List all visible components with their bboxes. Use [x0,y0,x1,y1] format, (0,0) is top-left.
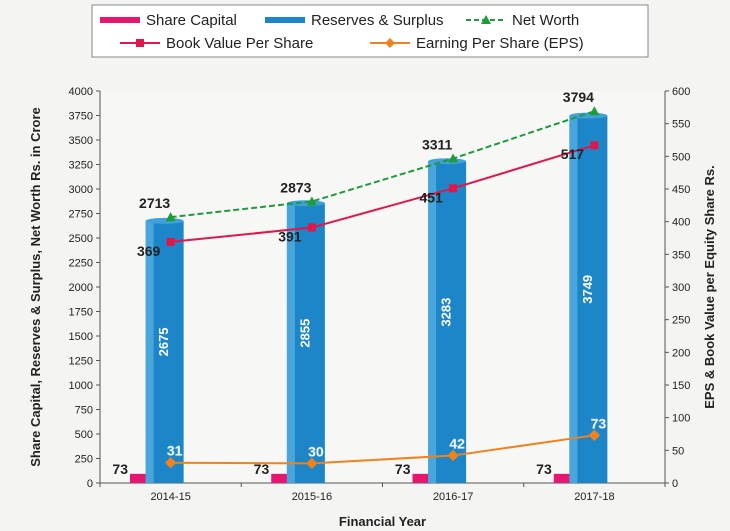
left-tick-label: 3250 [69,160,93,172]
right-tick-label: 300 [672,282,690,294]
reserves-bar-highlight [145,220,154,483]
eps-label: 30 [308,443,324,459]
reserves-label: 3283 [439,298,454,327]
right-axis-title: EPS & Book Value per Equity Share Rs. [702,165,717,408]
book-value-marker [449,184,458,193]
right-tick-label: 550 [672,119,690,131]
eps-label: 73 [591,415,607,431]
legend-net-worth-marker [481,15,491,24]
right-tick-label: 150 [672,380,690,392]
net-worth-marker [165,212,176,222]
net-worth-line [170,110,595,219]
share-capital-label: 73 [112,461,128,477]
legend-reserves-surplus-label: Reserves & Surplus [311,12,444,29]
right-tick-label: 200 [672,347,690,359]
eps-marker [164,457,177,469]
left-tick-label: 750 [75,405,93,417]
right-tick-label: 500 [672,151,690,163]
legend-box [91,4,649,58]
left-tick-label: 3750 [69,111,93,123]
right-tick-label: 50 [672,445,684,457]
eps-marker [588,429,601,441]
legend-book-value-per-share-marker [136,39,144,47]
book-value-label: 369 [137,243,161,259]
x-tick-label: 2017-18 [574,491,614,503]
left-tick-label: 2250 [69,258,93,270]
right-tick-label: 450 [672,184,690,196]
net-worth-label: 3311 [422,137,453,153]
reserves-label: 3749 [580,275,595,304]
share-capital-label: 73 [254,461,270,477]
net-worth-marker [448,153,459,163]
eps-marker [447,449,459,462]
net-worth-marker [589,106,600,116]
left-tick-label: 3500 [69,135,93,147]
reserves-label: 2675 [156,327,171,356]
eps-line [170,434,595,465]
eps-label: 31 [167,443,183,459]
left-tick-label: 4000 [69,86,93,98]
net-worth-label: 3794 [563,89,594,105]
reserves-bar-highlight [286,203,295,483]
right-tick-label: 600 [672,86,690,98]
book-value-marker [166,237,175,246]
net-worth-marker [306,196,317,206]
net-worth-label: 2713 [139,195,170,211]
share-capital-label: 73 [395,461,411,477]
left-tick-label: 1000 [69,380,93,392]
book-value-marker [307,223,316,232]
x-tick-label: 2016-17 [433,491,473,503]
right-tick-label: 250 [672,315,690,327]
left-tick-label: 1500 [69,331,93,343]
left-tick-label: 0 [87,478,93,490]
reserves-bar-highlight [428,161,437,484]
left-tick-label: 250 [75,454,93,466]
left-axis-title: Share Capital, Reserves & Surplus, Net W… [28,107,43,467]
reserves-label: 2855 [297,319,312,348]
x-tick-label: 2014-15 [150,491,190,503]
left-tick-label: 500 [75,429,93,441]
left-tick-label: 1250 [69,356,93,368]
eps-marker [306,457,318,470]
book-value-marker [590,141,599,150]
reserves-bar-top [145,217,184,224]
book-value-label: 517 [561,146,585,162]
legend-earning-per-share-eps-label: Earning Per Share (EPS) [416,35,584,52]
left-tick-label: 2500 [69,233,93,245]
right-tick-label: 0 [672,478,678,490]
left-tick-label: 1750 [69,307,93,319]
right-tick-label: 350 [672,249,690,261]
x-axis-title: Financial Year [339,514,426,529]
left-tick-label: 2750 [69,209,93,221]
reserves-bar-highlight [569,115,578,484]
legend-book-value-per-share-label: Book Value Per Share [166,35,313,52]
book-value-line [170,144,595,243]
legend-share-capital-label: Share Capital [146,12,237,29]
legend-net-worth-label: Net Worth [512,12,579,29]
net-worth-label: 2873 [280,179,311,195]
right-tick-label: 400 [672,217,690,229]
left-tick-label: 3000 [69,184,93,196]
share-capital-label: 73 [536,461,552,477]
book-value-label: 391 [278,229,302,245]
x-tick-label: 2015-16 [292,491,332,503]
right-tick-label: 100 [672,413,690,425]
left-tick-label: 2000 [69,282,93,294]
eps-label: 42 [449,436,465,452]
book-value-label: 451 [419,189,443,205]
